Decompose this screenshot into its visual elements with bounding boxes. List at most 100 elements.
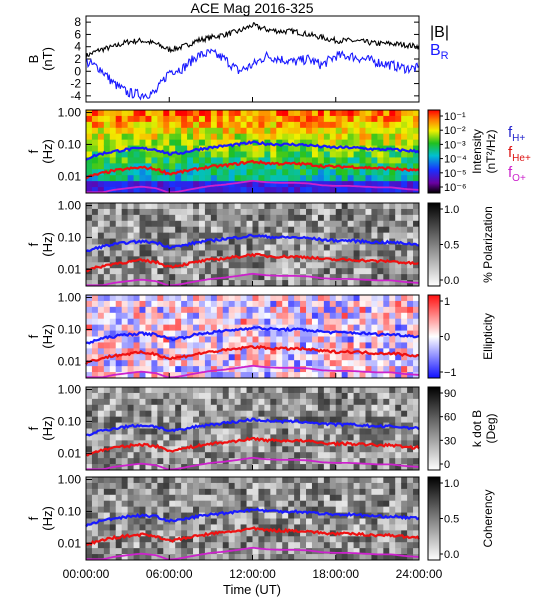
- panel-ytick-label: 1.00: [58, 473, 82, 487]
- field-lines: [85, 22, 420, 101]
- colorbar-tick-label: 10⁻⁵: [444, 168, 467, 180]
- x-axis: 00:00:00 06:00:00 12:00:00 18:00:00 24:00:00: [63, 97, 443, 581]
- colorbar-tick-label: 90: [444, 388, 456, 400]
- panel-ylabel-f: f: [26, 149, 41, 153]
- gyro-line-Hplus: [85, 233, 420, 253]
- panel-ytick-label: 0.01: [58, 262, 82, 276]
- panel-ytick-label: 0.10: [58, 414, 82, 428]
- panel-ytick-label: 1.00: [58, 383, 82, 397]
- panel-ylabel-unit: (Hz): [40, 506, 55, 531]
- gyro-legend-Oplus: fO+: [508, 164, 526, 184]
- gyro-line-Hplus: [85, 507, 420, 528]
- colorbar-tick-label: 60: [444, 412, 456, 424]
- panel-polarization: f (Hz) 1.00 0.10 0.01 1.0 0.5 0.0 % Polarization: [26, 199, 495, 287]
- colorbar-title: % Polarization: [481, 206, 495, 283]
- colorbar-tick-label: 10⁻¹: [444, 111, 466, 123]
- gyro-line-oplus: [86, 456, 420, 471]
- x-tick-label: 00:00:00: [63, 567, 110, 581]
- x-axis-label: Time (UT): [223, 582, 281, 597]
- gyro-line-Heplus: [85, 159, 420, 180]
- colorbar-tick-label: 30: [444, 435, 456, 447]
- colorbar-tick-label: 0.5: [444, 514, 459, 526]
- colorbar-title: Ellipticity: [481, 313, 495, 360]
- colorbar-title-unit: (Deg): [484, 413, 498, 443]
- panel-ylabel-unit: (Hz): [40, 324, 55, 349]
- gyro-line-Hplus: [85, 140, 420, 161]
- spectrogram-coherency: [86, 477, 420, 561]
- panel-ylabel-unit: (Hz): [40, 232, 55, 257]
- colorbar-intensity: [427, 109, 441, 194]
- gyro-line-oplus: [86, 546, 420, 561]
- field-ylabel-b: B: [26, 55, 41, 64]
- colorbar-tick-label: 10⁻³: [444, 139, 466, 151]
- gyro-line-Heplus: [85, 344, 420, 365]
- gyro-line-oplus: [86, 364, 420, 379]
- colorbar-polarization: [427, 202, 441, 287]
- colorbar-tick-label: −1: [444, 367, 457, 379]
- panel-ytick-label: 1.00: [58, 199, 82, 213]
- field-ytick-label: 0: [74, 64, 81, 78]
- legend-b-total: |B|: [430, 24, 449, 41]
- panel-ytick-label: 0.10: [58, 137, 82, 151]
- gyro-line-Heplus: [85, 252, 420, 273]
- colorbar-title-unit: (nT²/Hz): [484, 130, 498, 174]
- gyro-line-Hplus: [85, 417, 420, 437]
- panel-ylabel-unit: (Hz): [40, 416, 55, 441]
- x-tick-label: 06:00:00: [146, 567, 193, 581]
- x-tick-label: 12:00:00: [229, 567, 276, 581]
- gyro-line-Heplus: [85, 436, 420, 457]
- panel-ytick-label: 0.01: [58, 446, 82, 460]
- colorbar-title: Coherency: [481, 489, 495, 547]
- field-ytick-label: -2: [70, 77, 81, 91]
- x-tick-label: 24:00:00: [396, 567, 443, 581]
- figure-title: ACE Mag 2016-325: [191, 0, 314, 16]
- spectrogram-polarization: [86, 203, 420, 287]
- gyro-line-oplus: [86, 272, 420, 287]
- colorbar-kdotb: [427, 386, 441, 471]
- field-ytick-label: 8: [74, 15, 81, 29]
- field-ytick-label: -4: [70, 89, 81, 103]
- field-ytick-label: 2: [74, 52, 81, 66]
- colorbar-tick-label: 10⁻²: [444, 125, 466, 137]
- colorbar-title: Intensity: [470, 129, 484, 174]
- panel-coherency: f (Hz) 1.00 0.10 0.01 1.0 0.5 0.0 Coherency: [26, 473, 495, 561]
- colorbar-tick-label: 1: [444, 296, 450, 308]
- colorbar-tick-label: 1.0: [444, 478, 459, 490]
- panel-ytick-label: 0.10: [58, 230, 82, 244]
- panel-ytick-label: 1.00: [58, 291, 82, 305]
- panel-ytick-label: 0.10: [58, 504, 82, 518]
- colorbar-tick-label: 0: [444, 459, 450, 471]
- panel-ylabel-f: f: [26, 242, 41, 246]
- field-series-b-radial: [85, 48, 420, 101]
- panel-ytick-label: 0.01: [58, 536, 82, 550]
- colorbar-tick-label: 10⁻⁴: [444, 154, 467, 166]
- panel-ytick-label: 0.01: [58, 354, 82, 368]
- field-ylabel-unit: (nT): [40, 47, 55, 71]
- panel-ytick-label: 0.10: [58, 322, 82, 336]
- gyro-legend-Heplus: fHe+: [508, 144, 531, 164]
- panel-ylabel-f: f: [26, 516, 41, 520]
- colorbar-tick-label: 0: [444, 332, 450, 344]
- panel-ytick-label: 0.01: [58, 169, 82, 183]
- colorbar-tick-label: 0.5: [444, 240, 459, 252]
- legend-b-radial: BR: [430, 42, 449, 62]
- gyro-line-oplus: [86, 179, 420, 194]
- gyro-legend: fH+fHe+fO+: [508, 124, 531, 184]
- panel-ellipticity: f (Hz) 1.00 0.10 0.01 1 0 −1 Ellipticity: [26, 291, 495, 379]
- field-ytick-label: 6: [74, 27, 81, 41]
- colorbar-tick-label: 10⁻⁶: [444, 182, 467, 194]
- gyro-line-Heplus: [85, 526, 420, 546]
- colorbar-title: k dot B: [470, 410, 484, 447]
- colorbar-tick-label: 0.0: [444, 275, 459, 287]
- gyro-line-Hplus: [85, 325, 420, 345]
- x-tick-label: 18:00:00: [312, 567, 359, 581]
- panel-ylabel-unit: (Hz): [40, 139, 55, 164]
- panel-kdotb: f (Hz) 1.00 0.10 0.01 90 60 30 0 k dot B (Deg): [26, 383, 498, 471]
- colorbar-tick-label: 0.0: [444, 549, 459, 561]
- colorbar-coherency: [427, 476, 441, 561]
- colorbar-ellipticity: [427, 294, 441, 379]
- field-ytick-label: 4: [74, 40, 81, 54]
- panel-ylabel-f: f: [26, 334, 41, 338]
